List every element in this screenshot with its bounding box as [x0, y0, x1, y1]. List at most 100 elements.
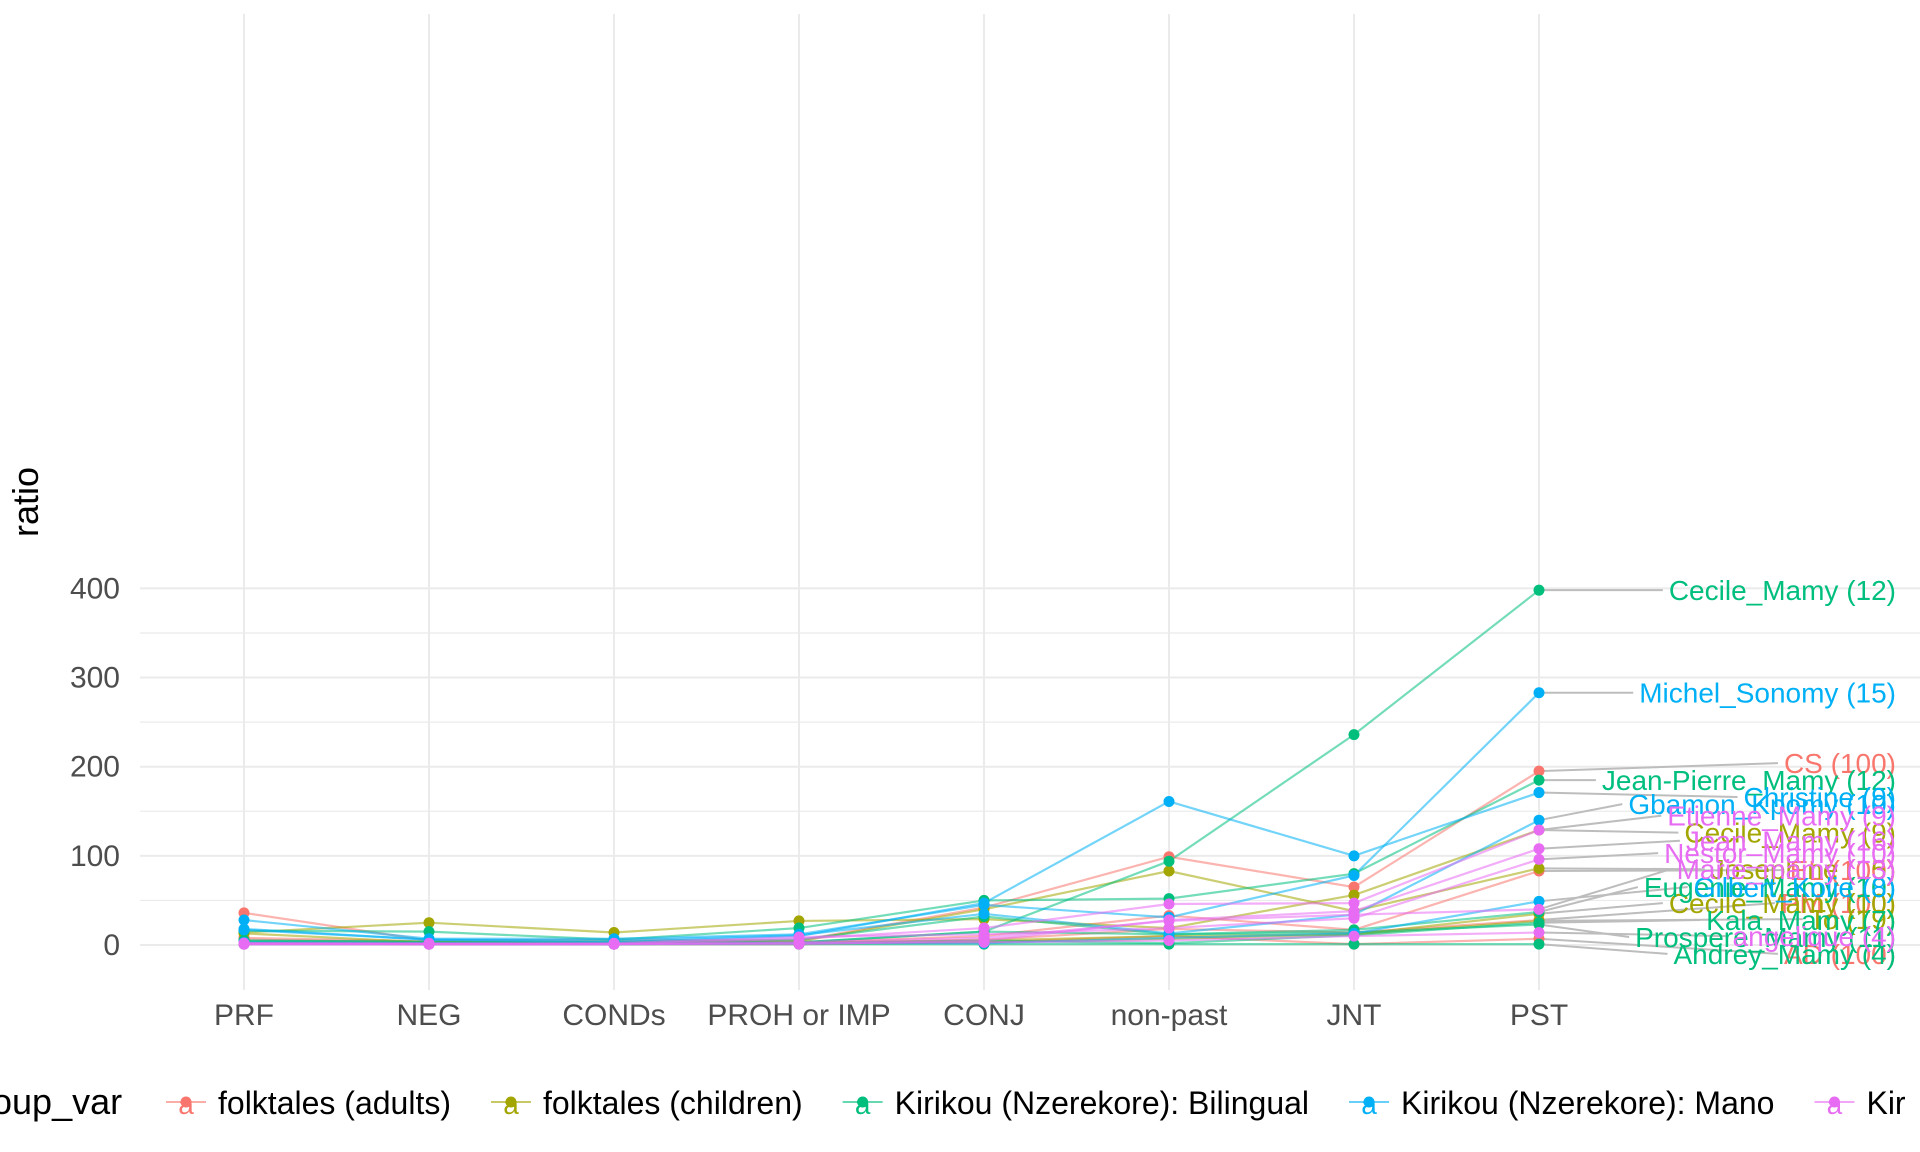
data-point [1163, 865, 1175, 877]
series-label: Kala_Mamy (7) [1706, 905, 1896, 936]
series-label: Jean_Mamy (16) [1686, 826, 1896, 857]
data-point [1348, 869, 1360, 881]
legend-title: oup_var [0, 1081, 122, 1122]
data-point [1163, 935, 1175, 947]
series-label: Jean-Pierre_Mamy (12) [1602, 765, 1896, 796]
legend-key-letter: a [178, 1089, 194, 1120]
label-leader-line [1538, 943, 1668, 955]
label-leader-line [1538, 869, 1784, 873]
legend-item: a Kirikou (Nzerekore): Mano [1349, 1085, 1774, 1121]
data-point [1533, 938, 1545, 950]
data-point [1533, 687, 1545, 699]
x-tick-label: non-past [1111, 999, 1228, 1032]
series-label: angelique (4) [1733, 921, 1896, 952]
legend-item: a folktales (adults) [166, 1085, 451, 1121]
data-point [1533, 927, 1545, 939]
label-leader-line [1538, 902, 1775, 922]
label-leader-line [1538, 886, 1688, 903]
data-point [608, 938, 620, 950]
x-tick-label: CONJ [943, 999, 1025, 1032]
label-leader-line [1538, 803, 1623, 822]
legend-key-letter: a [1827, 1089, 1843, 1120]
data-point [238, 914, 250, 926]
series-line [243, 779, 1540, 941]
series-label: AD (100) [1784, 939, 1896, 970]
legend-label: Kirikou (Nzerekore): Bilingual [895, 1085, 1309, 1121]
data-point [1533, 843, 1545, 855]
series-label: EL (100) [1790, 855, 1896, 886]
data-point [793, 937, 805, 949]
data-point [978, 936, 990, 948]
series-label: Cecile_Mamy (9) [1684, 818, 1896, 849]
data-point [1533, 787, 1545, 799]
label-leader-line [1538, 886, 1639, 913]
data-point [1533, 765, 1545, 777]
data-point [1348, 889, 1360, 901]
x-tick-label: NEG [396, 999, 461, 1032]
series-line [243, 923, 1540, 945]
series-line [244, 931, 1540, 946]
label-leader-line [1538, 867, 1705, 871]
legend-label: Kir [1866, 1085, 1905, 1121]
grid [140, 14, 1920, 990]
legend-label: Kirikou (Nzerekore): Mano [1401, 1085, 1774, 1121]
data-point [1348, 938, 1360, 950]
label-leader-lines [1538, 589, 1803, 955]
data-point [1533, 862, 1545, 874]
y-axis-title: ratio [5, 467, 46, 537]
label-leader-line [1538, 937, 1779, 955]
label-leader-line [1538, 931, 1727, 938]
legend-item: a Kir [1814, 1085, 1906, 1121]
legend: oup_var a folktales (adults) a folktales (c… [0, 1081, 1906, 1122]
legend-key-point [180, 1096, 192, 1108]
data-point [1348, 729, 1360, 741]
series-line [243, 819, 1540, 942]
legend-key-point [505, 1096, 517, 1108]
series-label: Andrey_Mamy (4) [1673, 939, 1896, 970]
data-point [1163, 898, 1175, 910]
legend-key-letter: a [1361, 1089, 1377, 1120]
label-leader-line [1538, 919, 1701, 924]
legend-key-letter: a [855, 1089, 871, 1120]
data-point [1348, 909, 1360, 921]
series-label: Prospere_Mamy (11) [1635, 922, 1896, 953]
label-leader-line [1538, 852, 1659, 861]
y-tick-label: 0 [103, 929, 120, 962]
legend-label: folktales (children) [543, 1085, 803, 1121]
series-label: Cecile_Mamy (10) [1669, 888, 1896, 919]
data-point [238, 938, 250, 950]
series-line [243, 691, 1540, 940]
data-point [1533, 903, 1545, 915]
data-point [1533, 895, 1545, 907]
series-label: To (19) [1809, 904, 1896, 935]
data-point [1348, 897, 1360, 909]
label-leader-line [1538, 791, 1738, 799]
label-leader-line [1538, 762, 1778, 773]
data-point [1348, 850, 1360, 862]
data-point [1533, 814, 1545, 826]
data-point [1533, 774, 1545, 786]
series-label: Gilbert_Kolie (8) [1694, 872, 1896, 903]
label-leader-line [1538, 923, 1630, 938]
label-leader-line [1538, 902, 1663, 915]
series-label: Nestor_Mamy (10) [1664, 838, 1896, 869]
data-point [423, 917, 435, 929]
series-label: Marie_mamy (13) [1677, 854, 1896, 885]
data-point [978, 908, 990, 920]
x-tick-label: JNT [1327, 999, 1382, 1032]
data-point [423, 938, 435, 950]
legend-item: a Kirikou (Nzerekore): Bilingual [842, 1085, 1309, 1121]
x-tick-label: CONDs [562, 999, 665, 1032]
legend-key-point [1363, 1096, 1375, 1108]
series-points [238, 584, 1545, 950]
label-leader-line [1538, 868, 1671, 911]
y-tick-label: 200 [70, 751, 120, 784]
legend-key-letter: a [503, 1089, 519, 1120]
series-label: Gbamon_Kpomy (10) [1628, 789, 1896, 820]
data-point [1163, 855, 1175, 867]
y-tick-label: 300 [70, 662, 120, 695]
series-label: CS (100) [1784, 748, 1896, 779]
x-tick-label: PROH or IMP [707, 999, 890, 1032]
y-tick-label: 400 [70, 572, 120, 605]
